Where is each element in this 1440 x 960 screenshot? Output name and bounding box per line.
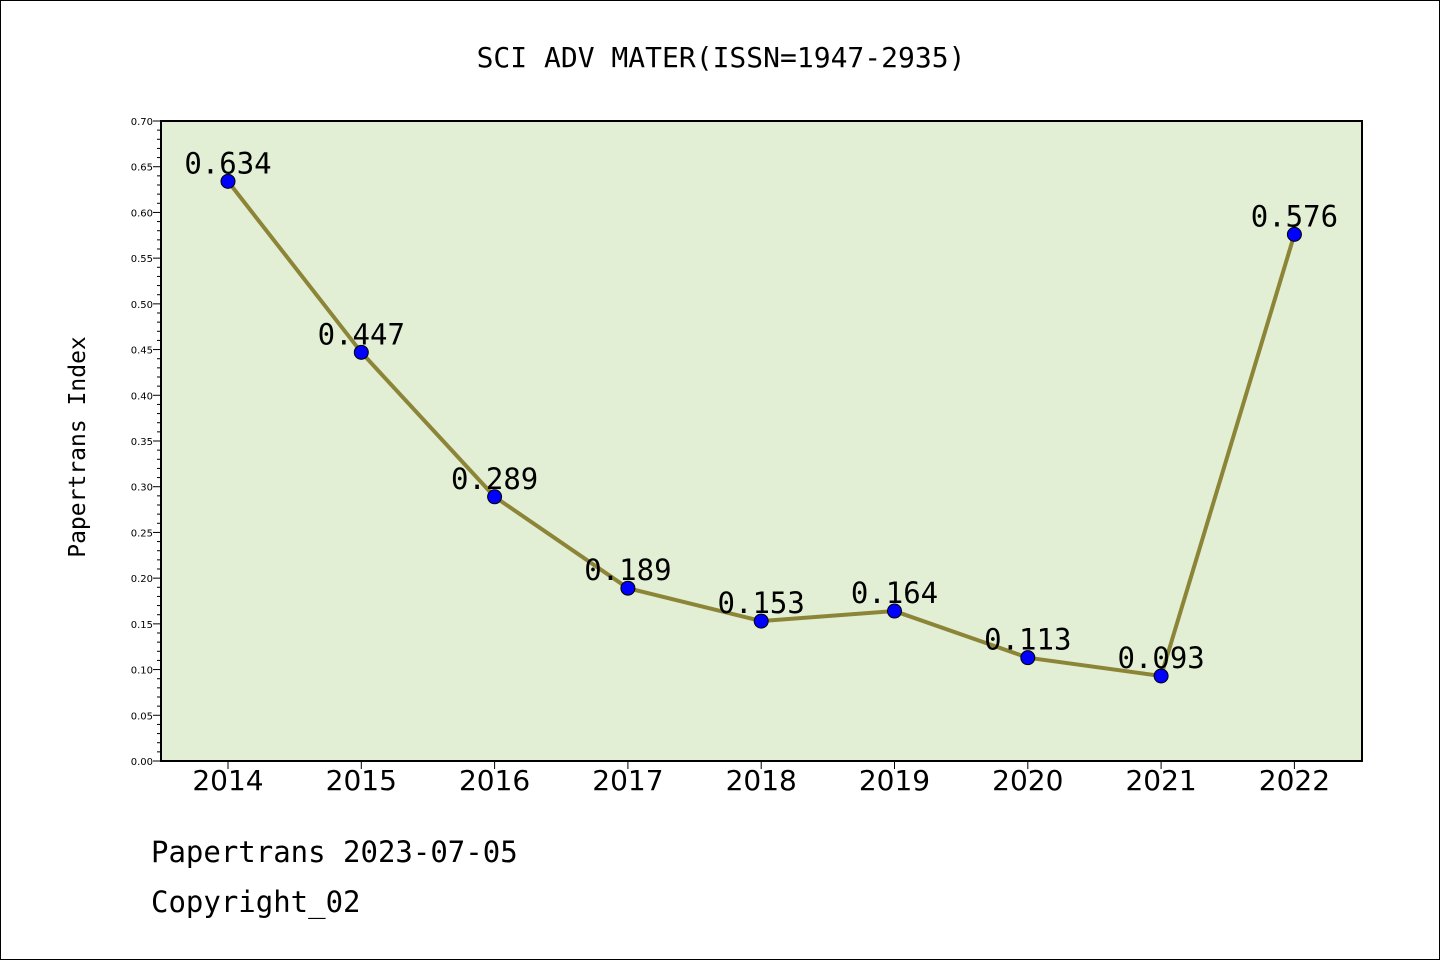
data-point: [1153, 668, 1169, 684]
y-tick-label: 0.15: [131, 620, 153, 631]
footer-date: Papertrans 2023-07-05: [151, 835, 518, 869]
data-point: [620, 580, 636, 596]
y-tick-label: 0.10: [131, 666, 153, 677]
x-tick-label: 2022: [1259, 764, 1330, 797]
x-axis: 2014 2015 2016 2017 2018 2019 2020 2021 2022: [192, 761, 1330, 797]
data-point: [753, 613, 769, 629]
y-tick-label: 0.25: [131, 528, 153, 539]
y-tick-label: 0.45: [131, 346, 153, 357]
data-point: [1020, 650, 1036, 666]
data-label: 0.189: [584, 553, 671, 587]
data-point: [353, 344, 369, 360]
data-label: 0.447: [318, 317, 405, 351]
x-tick-label: 2018: [726, 764, 797, 797]
y-tick-label: 0.30: [131, 483, 153, 494]
x-tick-label: 2015: [326, 764, 397, 797]
data-point: [487, 489, 503, 505]
y-axis: 0.00 0.05 0.10 0.15 0.20 0.25 0.30 0.35 0.40 0.45…: [131, 117, 161, 768]
y-tick-label: 0.05: [131, 711, 153, 722]
chart-title: SCI ADV MATER(ISSN=1947-2935): [477, 41, 966, 74]
y-tick-label: 0.40: [131, 391, 153, 402]
data-label: 0.634: [184, 146, 271, 180]
data-label: 0.153: [718, 586, 805, 620]
y-tick-label: 0.20: [131, 574, 153, 585]
y-tick-label: 0.70: [131, 117, 153, 128]
y-axis-label: Papertrans Index: [65, 336, 91, 558]
y-tick-label: 0.65: [131, 163, 153, 174]
data-label: 0.113: [984, 623, 1071, 657]
y-tick-label: 0.60: [131, 208, 153, 219]
plot-area: [161, 121, 1362, 761]
x-tick-label: 2021: [1125, 764, 1196, 797]
plot-frame: [160, 120, 1363, 762]
data-label: 0.289: [451, 462, 538, 496]
y-tick-label: 0.55: [131, 254, 153, 265]
data-label: 0.164: [851, 576, 938, 610]
footer-copyright: Copyright_02: [151, 885, 361, 919]
data-label: 0.093: [1117, 641, 1204, 675]
y-tick-label: 0.35: [131, 437, 153, 448]
x-tick-label: 2016: [459, 764, 530, 797]
data-point: [220, 173, 236, 189]
x-tick-label: 2014: [192, 764, 263, 797]
data-point: [887, 603, 902, 619]
data-point: [1286, 226, 1302, 242]
y-tick-label: 0.50: [131, 300, 153, 311]
x-tick-label: 2019: [859, 764, 930, 797]
x-tick-label: 2017: [592, 764, 663, 797]
y-tick-label: 0.00: [131, 757, 153, 768]
series-papertrans-index: 0.634 0.447 0.289 0.189 0.153 0.164 0.113 0.093…: [184, 146, 1338, 684]
data-label: 0.576: [1251, 199, 1338, 233]
x-tick-label: 2020: [992, 764, 1063, 797]
